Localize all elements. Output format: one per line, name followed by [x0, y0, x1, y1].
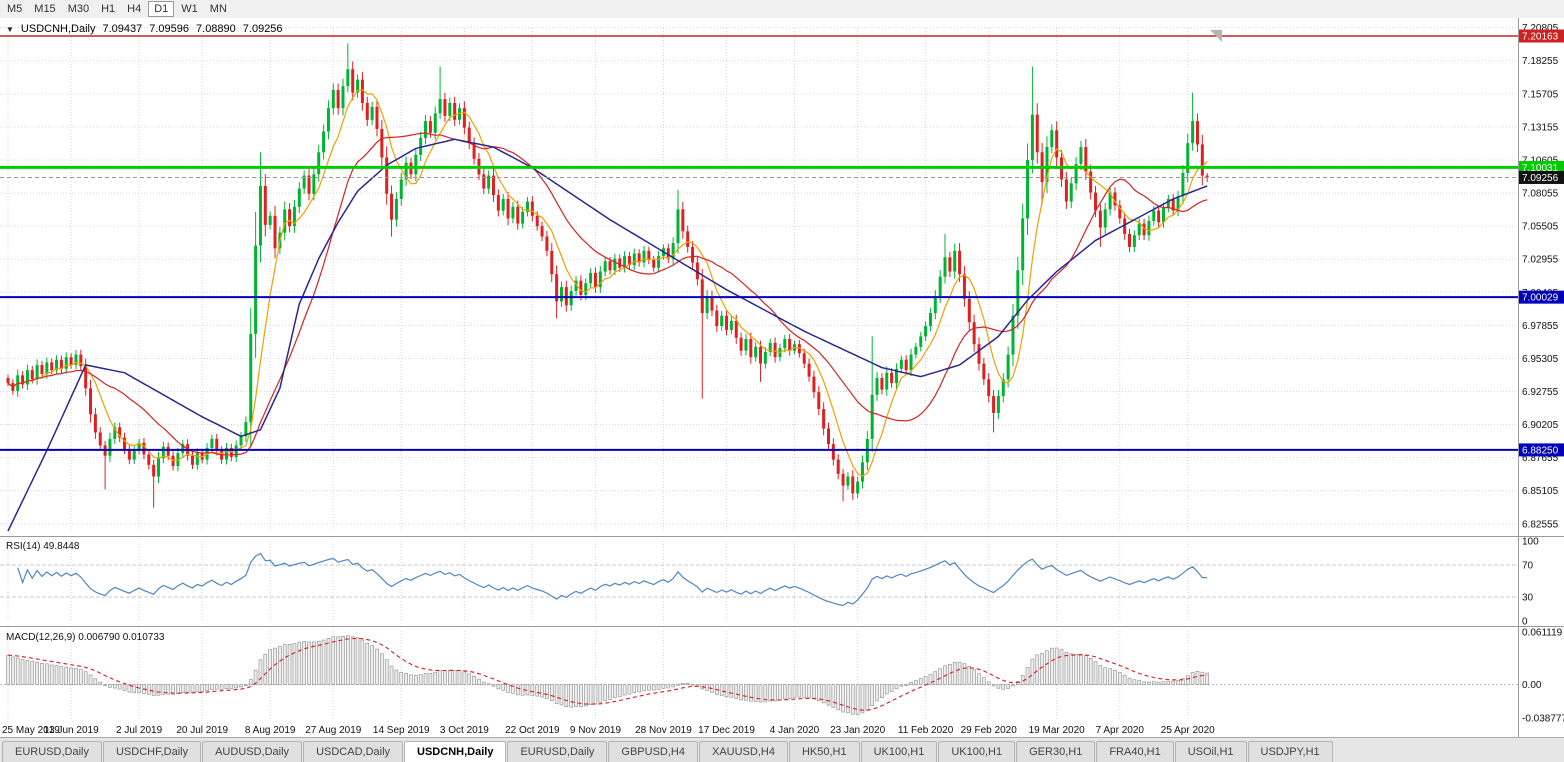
svg-text:7 Apr 2020: 7 Apr 2020 — [1096, 725, 1145, 736]
svg-text:6.92755: 6.92755 — [1522, 387, 1559, 398]
svg-text:17 Dec 2019: 17 Dec 2019 — [698, 725, 755, 736]
svg-text:7.20163: 7.20163 — [1522, 32, 1559, 43]
svg-text:7.15705: 7.15705 — [1522, 89, 1559, 100]
chart-tab-usdjpy-h1[interactable]: USDJPY,H1 — [1247, 741, 1333, 762]
svg-text:19 Mar 2020: 19 Mar 2020 — [1029, 725, 1086, 736]
chart-tab-uk100-h1[interactable]: UK100,H1 — [860, 741, 938, 762]
chart-tab-audusd-daily[interactable]: AUDUSD,Daily — [202, 741, 303, 762]
svg-text:7.09256: 7.09256 — [1522, 173, 1559, 184]
svg-text:25 May 2019: 25 May 2019 — [2, 725, 60, 736]
svg-text:0: 0 — [1522, 617, 1528, 628]
svg-text:7.18255: 7.18255 — [1522, 56, 1559, 67]
svg-text:-0.038777: -0.038777 — [1522, 713, 1564, 724]
svg-text:3 Oct 2019: 3 Oct 2019 — [440, 725, 489, 736]
svg-text:6.90205: 6.90205 — [1522, 420, 1559, 431]
chart-tab-eurusd-daily[interactable]: EURUSD,Daily — [507, 741, 608, 762]
svg-text:8 Aug 2019: 8 Aug 2019 — [245, 725, 296, 736]
timeframe-button-h1[interactable]: H1 — [101, 3, 116, 15]
rsi-label: RSI(14) 49.8448 — [6, 541, 80, 552]
shift-marker[interactable] — [1210, 30, 1222, 42]
chart-tab-gbpusd-h4[interactable]: GBPUSD,H4 — [608, 741, 698, 762]
svg-text:7.13155: 7.13155 — [1522, 122, 1559, 133]
svg-text:7.05505: 7.05505 — [1522, 222, 1559, 233]
chart-tabbar: EURUSD,Daily USDCHF,Daily AUDUSD,Daily USDC… — [0, 737, 1564, 762]
svg-text:7.08055: 7.08055 — [1522, 189, 1559, 200]
chart-svg[interactable]: 7.208057.182557.157057.131557.106057.080… — [0, 18, 1564, 737]
grid-layer — [0, 18, 1564, 737]
svg-text:6.95305: 6.95305 — [1522, 354, 1559, 365]
timeframe-button-d1[interactable]: D1 — [148, 1, 175, 17]
timeframe-button-w1[interactable]: W1 — [181, 3, 198, 15]
svg-text:29 Feb 2020: 29 Feb 2020 — [961, 725, 1018, 736]
svg-text:6.87655: 6.87655 — [1522, 453, 1559, 464]
timeframe-toolbar: M5 M15 M30 H1 H4 D1 W1 MN — [0, 0, 1564, 19]
timeframe-button-h4[interactable]: H4 — [127, 3, 142, 15]
svg-text:7.00029: 7.00029 — [1522, 293, 1559, 304]
svg-text:11 Feb 2020: 11 Feb 2020 — [898, 725, 954, 736]
svg-text:100: 100 — [1522, 537, 1539, 548]
svg-text:13 Jun 2019: 13 Jun 2019 — [44, 725, 99, 736]
svg-text:27 Aug 2019: 27 Aug 2019 — [305, 725, 362, 736]
timeframe-button-m5[interactable]: M5 — [7, 3, 23, 15]
chart-tab-fra40-h1[interactable]: FRA40,H1 — [1096, 741, 1174, 762]
svg-text:28 Nov 2019: 28 Nov 2019 — [635, 725, 692, 736]
svg-text:6.97855: 6.97855 — [1522, 321, 1559, 332]
svg-text:20 Jul 2019: 20 Jul 2019 — [176, 725, 228, 736]
svg-text:23 Jan 2020: 23 Jan 2020 — [830, 725, 885, 736]
svg-text:0.00: 0.00 — [1522, 680, 1542, 691]
svg-text:9 Nov 2019: 9 Nov 2019 — [570, 725, 622, 736]
macd-label: MACD(12,26,9) 0.006790 0.010733 — [6, 632, 165, 643]
chart-tab-xauusd-h4[interactable]: XAUUSD,H4 — [698, 741, 788, 762]
chart-tab-usdcnh-daily[interactable]: USDCNH,Daily — [404, 741, 507, 762]
svg-text:70: 70 — [1522, 561, 1534, 572]
chart-tab-usoil-h1[interactable]: USOil,H1 — [1174, 741, 1247, 762]
chart-tab-hk50-h1[interactable]: HK50,H1 — [788, 741, 860, 762]
svg-text:25 Apr 2020: 25 Apr 2020 — [1161, 725, 1215, 736]
chart-tab-uk100-h1[interactable]: UK100,H1 — [938, 741, 1016, 762]
chart-menu-icon[interactable]: ▼ — [6, 24, 14, 34]
svg-text:6.88250: 6.88250 — [1522, 445, 1559, 456]
rsi-layer: RSI(14) 49.8448 — [0, 541, 1518, 607]
chart-tab-usdcad-daily[interactable]: USDCAD,Daily — [303, 741, 404, 762]
svg-text:7.20805: 7.20805 — [1522, 23, 1559, 34]
levels-layer — [0, 35, 1518, 451]
timeframe-button-m15[interactable]: M15 — [34, 3, 56, 15]
svg-text:30: 30 — [1522, 593, 1534, 604]
chart-tab-ger30-h1[interactable]: GER30,H1 — [1016, 741, 1096, 762]
candles-layer — [6, 43, 1209, 508]
chart-tab-eurusd-daily[interactable]: EURUSD,Daily — [2, 741, 102, 762]
timeframe-button-m30[interactable]: M30 — [67, 3, 90, 15]
moving-averages-layer — [7, 89, 1208, 532]
chart-panel[interactable]: 7.208057.182557.157057.131557.106057.080… — [0, 18, 1564, 737]
svg-text:6.82555: 6.82555 — [1522, 519, 1559, 530]
svg-text:0.061119: 0.061119 — [1522, 627, 1563, 638]
svg-text:22 Oct 2019: 22 Oct 2019 — [505, 725, 560, 736]
svg-text:7.02955: 7.02955 — [1522, 255, 1559, 266]
axis-layer: 7.208057.182557.157057.131557.106057.080… — [2, 23, 1564, 736]
svg-text:4 Jan 2020: 4 Jan 2020 — [770, 725, 820, 736]
svg-text:2 Jul 2019: 2 Jul 2019 — [116, 725, 163, 736]
svg-text:14 Sep 2019: 14 Sep 2019 — [373, 725, 430, 736]
macd-layer: MACD(12,26,9) 0.006790 0.010733 — [0, 632, 1518, 715]
chart-tab-usdchf-daily[interactable]: USDCHF,Daily — [102, 741, 202, 762]
timeframe-button-mn[interactable]: MN — [209, 3, 227, 15]
svg-text:7.10031: 7.10031 — [1522, 163, 1559, 174]
svg-text:6.85105: 6.85105 — [1522, 486, 1559, 497]
